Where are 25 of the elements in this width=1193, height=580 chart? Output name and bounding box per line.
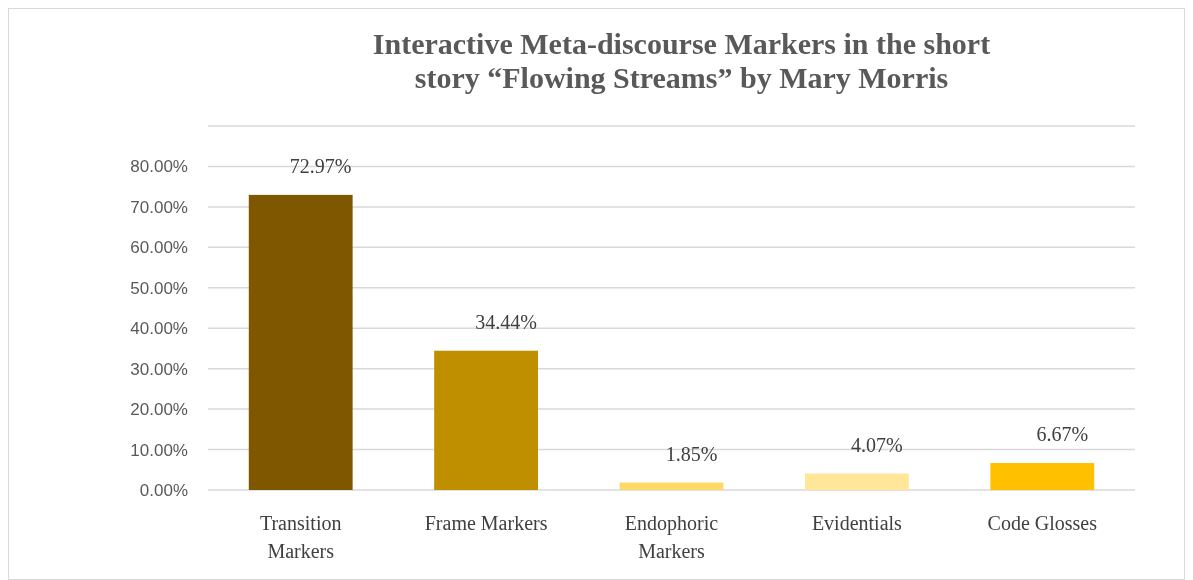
bar: [804, 473, 909, 490]
y-tick-label: 10.00%: [130, 440, 188, 460]
y-tick-label: 0.00%: [139, 480, 188, 500]
y-tick-label: 50.00%: [130, 278, 188, 298]
x-tick-label: Frame Markers: [424, 512, 548, 534]
bar: [990, 463, 1095, 490]
data-label: 1.85%: [665, 442, 718, 465]
x-tick-label: Endophoric Markers: [624, 512, 719, 562]
data-label: 6.67%: [1036, 423, 1089, 446]
data-label: 4.07%: [851, 433, 903, 456]
y-tick-label: 60.00%: [130, 238, 188, 258]
y-tick-label: 30.00%: [130, 359, 188, 379]
data-label: 72.97%: [289, 154, 352, 177]
y-tick-label: 80.00%: [130, 157, 188, 177]
y-tick-label: 70.00%: [130, 197, 188, 217]
bar: [248, 194, 353, 490]
x-tick-label: Evidentials: [811, 512, 903, 534]
x-tick-label: Transition Markers: [259, 512, 342, 562]
chart-title: Interactive Meta-discourse Markers in the short story “Flowing Streams” by Mary Morris: [372, 27, 991, 94]
x-tick-label: Code Glosses: [987, 512, 1098, 534]
bar: [434, 350, 539, 490]
y-tick-label: 40.00%: [130, 319, 188, 339]
data-label: 34.44%: [475, 310, 537, 333]
bar: [619, 482, 724, 490]
y-tick-label: 20.00%: [130, 400, 188, 420]
